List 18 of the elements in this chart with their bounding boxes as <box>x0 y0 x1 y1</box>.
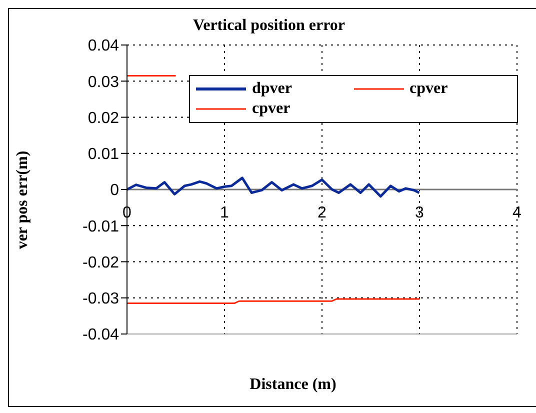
chart-title: Vertical position error <box>192 17 346 35</box>
y-tick-label: 0 <box>110 182 120 200</box>
y-tick-label: 0.01 <box>88 146 120 164</box>
y-tick-label: -0.03 <box>82 290 120 308</box>
y-tick-label: 0.02 <box>88 110 120 127</box>
y-tick-label: -0.04 <box>82 326 120 344</box>
line-series <box>127 176 420 198</box>
legend-label: cpver <box>410 80 448 98</box>
legend-label: cpver <box>252 100 290 118</box>
y-axis-title: ver pos err(m) <box>14 150 32 249</box>
y-tick-label: -0.01 <box>82 218 120 236</box>
x-tick-label: 3 <box>415 204 424 222</box>
y-tick-label: -0.02 <box>82 254 120 272</box>
y-tick-label: 0.04 <box>88 38 120 55</box>
x-axis-title: Distance (m) <box>248 376 338 394</box>
y-tick-label: 0.03 <box>88 74 120 91</box>
x-tick-label: 2 <box>318 204 327 222</box>
legend-label: dpver <box>252 80 292 98</box>
